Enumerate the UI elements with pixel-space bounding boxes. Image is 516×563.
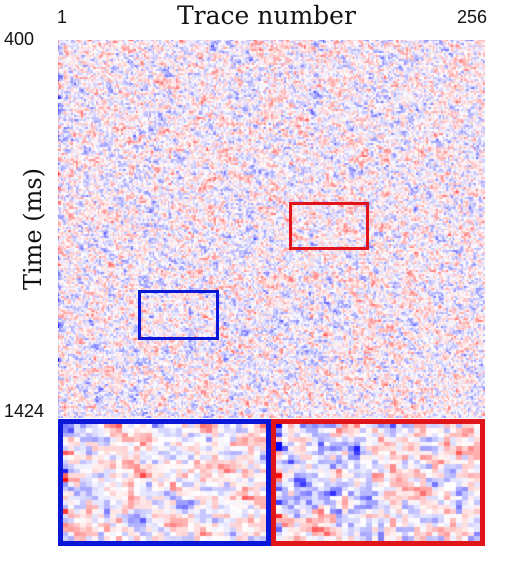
chart-title: Trace number — [177, 1, 356, 30]
seismic-heatmap — [58, 40, 485, 418]
blue-region-box — [138, 290, 219, 340]
y-axis-label: Time (ms) — [19, 167, 47, 291]
blue-zoom-inset — [58, 419, 271, 546]
x-tick-end: 256 — [457, 7, 488, 27]
blue-zoom-heatmap — [63, 424, 266, 541]
y-tick-end: 1424 — [4, 401, 45, 421]
y-tick-start: 400 — [4, 29, 35, 49]
red-zoom-inset — [271, 419, 485, 546]
x-tick-start: 1 — [57, 7, 68, 27]
red-zoom-heatmap — [276, 424, 480, 541]
red-region-box — [289, 202, 369, 250]
